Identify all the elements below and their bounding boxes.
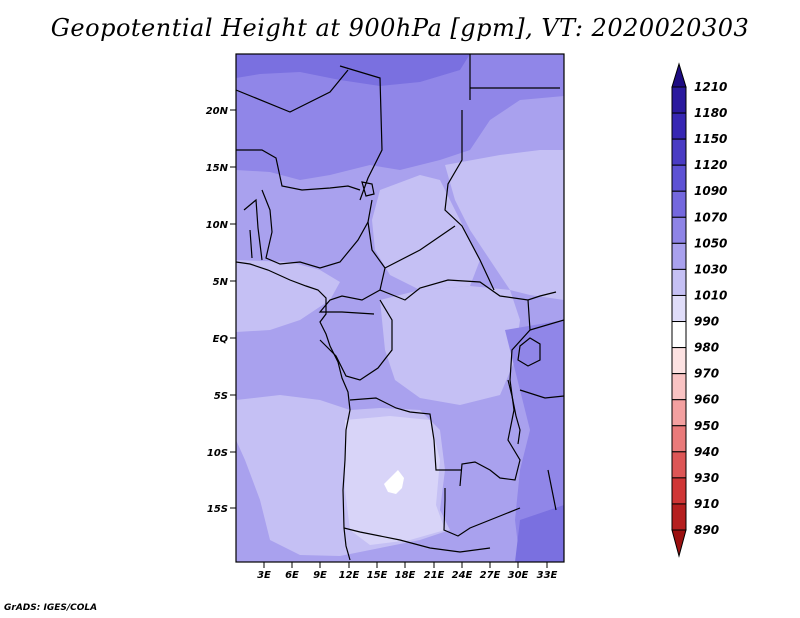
colorbar: 1210 1180 1150 1120 1090 1070 1050 1030 1010 990 9… [671, 62, 727, 558]
latitude-axis: 20N 15N 10N 5N EQ 5S 10S 15S [206, 106, 236, 515]
shade-1010-spot [384, 470, 404, 494]
lake-victoria [517, 337, 541, 367]
colorbar-swatch [671, 294, 687, 323]
lon-label: 21E [424, 570, 445, 581]
border-nigeria [261, 189, 373, 269]
colorbar-level-label: 940 [694, 445, 719, 459]
colorbar-swatch [671, 112, 687, 140]
lon-label: 33E [537, 570, 558, 581]
colorbar-swatch [671, 268, 687, 296]
shade-1070-southeast [505, 320, 564, 562]
colorbar-level-label: 980 [694, 341, 719, 355]
colorbar-top-triangle [671, 62, 687, 88]
colorbar-level-label: 1010 [694, 288, 727, 302]
border-congo [319, 299, 393, 381]
lon-label: 27E [480, 570, 501, 581]
border-cameroon [318, 221, 386, 315]
lat-label: 15N [206, 163, 229, 174]
lon-label: 3E [257, 570, 271, 581]
longitude-axis: 3E 6E 9E 12E 15E 18E 21E 24E 27E 30E 33E [257, 562, 558, 581]
lon-label: 12E [339, 570, 360, 581]
border-car [379, 225, 557, 301]
lat-label: 20N [206, 106, 229, 117]
colorbar-level-label: 1090 [694, 184, 727, 198]
border-niger-chad [339, 65, 383, 201]
colorbar-level-label: 890 [694, 523, 719, 537]
lon-label: 15E [367, 570, 388, 581]
colorbar-level-label: 1050 [694, 236, 727, 250]
map-plot-area [236, 54, 564, 562]
lat-label: 15S [207, 504, 228, 515]
map-frame [235, 53, 565, 563]
lon-label: 24E [452, 570, 473, 581]
colorbar-bottom-triangle [671, 529, 687, 558]
colorbar-swatch [671, 190, 687, 218]
colorbar-level-label: 1120 [694, 158, 727, 172]
colorbar-swatch [671, 425, 687, 453]
map-borders [236, 54, 564, 561]
colorbar-level-label: 1150 [694, 132, 727, 146]
chart-title: Geopotential Height at 900hPa [gpm], VT:… [50, 14, 750, 42]
border-drc-east [459, 299, 531, 487]
lon-label: 9E [313, 570, 327, 581]
colorbar-swatch [671, 477, 687, 505]
colorbar-swatch [671, 347, 687, 375]
border-tanzania [519, 319, 564, 399]
colorbar-swatch [671, 399, 687, 427]
border-chad-sudan [444, 87, 560, 291]
colorbar-level-label: 910 [694, 497, 719, 511]
colorbar-level-label: 960 [694, 393, 719, 407]
lon-label: 6E [285, 570, 299, 581]
colorbar-level-label: 950 [694, 419, 719, 433]
colorbar-swatch [671, 373, 687, 401]
credit-label: GrADS: IGES/COLA [4, 603, 98, 613]
border-algeria-libya [236, 69, 349, 113]
colorbar-swatch [671, 321, 687, 349]
colorbar-level-label: 1210 [694, 80, 727, 94]
colorbar-swatch [671, 216, 687, 244]
shade-1070-topright [470, 54, 564, 96]
colorbar-level-label: 990 [694, 315, 719, 329]
colorbar-level-label: 1180 [694, 106, 727, 120]
colorbar-level-label: 1030 [694, 262, 727, 276]
colorbar-swatch [671, 242, 687, 270]
lat-label: 10S [207, 448, 228, 459]
colorbar-level-label: 1070 [694, 210, 727, 224]
border-mali-niger [236, 149, 361, 191]
border-angola-south [343, 527, 491, 553]
colorbar-swatch [671, 86, 687, 114]
coastline-west [236, 261, 351, 561]
lake-chad [361, 181, 375, 197]
border-drc-angola [349, 397, 462, 500]
border-benin-togo [243, 198, 263, 261]
shade-1030-east [445, 150, 564, 300]
lon-label: 18E [395, 570, 416, 581]
colorbar-swatch [671, 164, 687, 192]
shade-1030-west [236, 260, 340, 332]
lat-label: 5N [213, 277, 229, 288]
lake-tanganyika [507, 379, 521, 445]
colorbar-swatch [671, 138, 687, 166]
lat-label: 10N [206, 220, 229, 231]
lat-label: EQ [213, 334, 229, 345]
border-namibia-zambia [443, 499, 521, 537]
lat-label: 5S [214, 391, 228, 402]
shade-1030-central [380, 286, 520, 405]
colorbar-swatch [671, 451, 687, 479]
shade-1090-southeast [515, 505, 564, 562]
lon-label: 30E [508, 570, 529, 581]
colorbar-level-label: 970 [694, 367, 719, 381]
colorbar-swatch [671, 503, 687, 531]
lake-malawi [547, 469, 557, 511]
colorbar-level-label: 930 [694, 471, 719, 485]
